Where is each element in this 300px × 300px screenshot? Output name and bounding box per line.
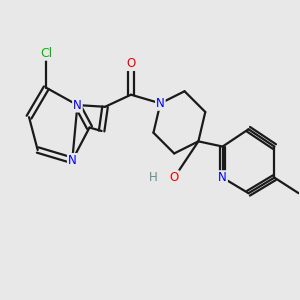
Text: N: N [156, 97, 165, 110]
Text: N: N [73, 99, 82, 112]
Text: Cl: Cl [40, 47, 52, 60]
Text: N: N [68, 154, 76, 167]
Text: O: O [169, 171, 179, 184]
Text: O: O [126, 57, 136, 70]
Text: H: H [149, 171, 158, 184]
Text: N: N [218, 171, 227, 184]
